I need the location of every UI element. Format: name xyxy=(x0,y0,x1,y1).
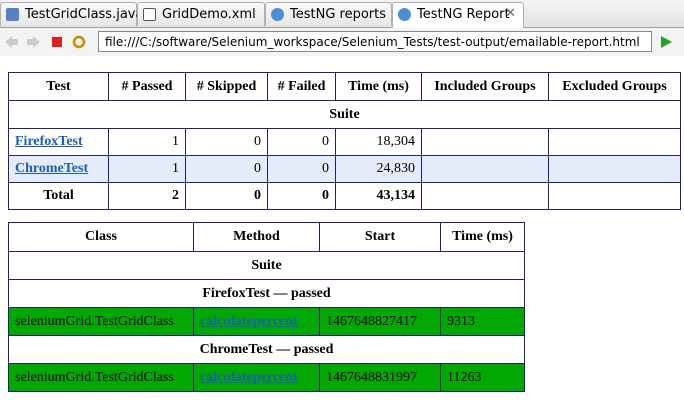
tab-label: TestNG Report xyxy=(417,7,510,22)
cell: calculatepercent xyxy=(193,307,320,336)
column-header: Test xyxy=(8,72,109,101)
column-header: Excluded Groups xyxy=(548,72,681,101)
group-title: ChromeTest — passed xyxy=(8,335,525,364)
empty-cell xyxy=(548,182,681,210)
toolbar: file:///C:/software/Selenium_workspace/S… xyxy=(0,28,684,56)
method-row: seleniumGrid.TestGridClass calculateperce… xyxy=(8,363,525,392)
globe-icon xyxy=(398,8,411,21)
column-header: # Passed xyxy=(108,72,186,101)
cell: 24,830 xyxy=(335,155,422,183)
suite-row: Suite xyxy=(8,251,525,280)
method-link[interactable]: calculatepercent xyxy=(200,369,298,385)
empty-cell xyxy=(548,128,681,156)
column-header: Method xyxy=(193,222,320,252)
test-link[interactable]: ChromeTest xyxy=(15,161,89,176)
address-bar[interactable]: file:///C:/software/Selenium_workspace/S… xyxy=(98,31,652,52)
column-header: # Skipped xyxy=(185,72,268,101)
cell: 1467648827417 xyxy=(319,307,441,336)
empty-cell xyxy=(421,155,549,183)
test-link[interactable]: FirefoxTest xyxy=(15,134,83,149)
forward-button[interactable] xyxy=(27,36,40,48)
cell: 1467648831997 xyxy=(319,363,441,392)
total-row: Total 2 0 0 43,134 xyxy=(8,182,681,210)
tab[interactable]: TestNG Report ✕ xyxy=(392,2,524,28)
total-cell: 0 xyxy=(185,182,268,210)
refresh-button[interactable] xyxy=(72,35,86,49)
tab[interactable]: TestGridClass.java xyxy=(0,2,143,26)
tab[interactable]: TestNG reports xyxy=(265,2,392,26)
tab-bar: TestGridClass.java GridDemo.xml TestNG r… xyxy=(0,0,684,28)
globe-icon xyxy=(271,8,284,21)
cell: 1 xyxy=(108,128,186,156)
cell: 0 xyxy=(185,155,268,183)
tab-label: TestGridClass.java xyxy=(25,7,144,22)
back-button[interactable] xyxy=(5,36,18,48)
total-cell: 0 xyxy=(267,182,336,210)
cell: 11263 xyxy=(440,363,525,392)
column-header: Start xyxy=(319,222,441,252)
test-row: FirefoxTest 1 0 0 18,304 xyxy=(8,128,681,156)
header-row: Class Method Start Time (ms) xyxy=(8,222,525,252)
go-button[interactable] xyxy=(661,36,672,48)
suite-label: Suite xyxy=(8,100,681,129)
cell: 9313 xyxy=(440,307,525,336)
details-table: Class Method Start Time (ms) Suite FirefoxTes… xyxy=(8,222,525,392)
tab-label: TestNG reports xyxy=(290,7,387,22)
summary-table: Test # Passed # Skipped # Failed Time (ms) In… xyxy=(8,72,681,210)
cell: FirefoxTest xyxy=(8,128,109,156)
tab[interactable]: GridDemo.xml xyxy=(137,2,265,26)
cell: seleniumGrid.TestGridClass xyxy=(8,363,194,392)
cell: 0 xyxy=(267,128,336,156)
cell: seleniumGrid.TestGridClass xyxy=(8,307,194,336)
column-header: Class xyxy=(8,222,194,252)
xml-icon xyxy=(143,8,156,21)
total-cell: Total xyxy=(8,182,109,210)
cell: 0 xyxy=(185,128,268,156)
cell: 1 xyxy=(108,155,186,183)
stop-button[interactable] xyxy=(52,37,62,47)
empty-cell xyxy=(421,182,549,210)
test-row: ChromeTest 1 0 0 24,830 xyxy=(8,155,681,183)
total-cell: 2 xyxy=(108,182,186,210)
cell: 0 xyxy=(267,155,336,183)
column-header: # Failed xyxy=(267,72,336,101)
cell: calculatepercent xyxy=(193,363,320,392)
tab-label: GridDemo.xml xyxy=(162,7,256,22)
group-row: FirefoxTest — passed xyxy=(8,279,525,308)
close-tab[interactable]: ✕ xyxy=(505,6,516,21)
empty-cell xyxy=(421,128,549,156)
column-header: Time (ms) xyxy=(440,222,525,252)
cell: ChromeTest xyxy=(8,155,109,183)
column-header: Included Groups xyxy=(421,72,549,101)
java-icon xyxy=(6,8,19,21)
empty-cell xyxy=(548,155,681,183)
cell: 18,304 xyxy=(335,128,422,156)
group-title: FirefoxTest — passed xyxy=(8,279,525,308)
suite-label: Suite xyxy=(8,251,525,280)
column-header: Time (ms) xyxy=(335,72,422,101)
method-link[interactable]: calculatepercent xyxy=(200,313,298,329)
header-row: Test # Passed # Skipped # Failed Time (ms) In… xyxy=(8,72,681,101)
method-row: seleniumGrid.TestGridClass calculateperce… xyxy=(8,307,525,336)
group-row: ChromeTest — passed xyxy=(8,335,525,364)
total-cell: 43,134 xyxy=(335,182,422,210)
suite-row: Suite xyxy=(8,100,681,129)
